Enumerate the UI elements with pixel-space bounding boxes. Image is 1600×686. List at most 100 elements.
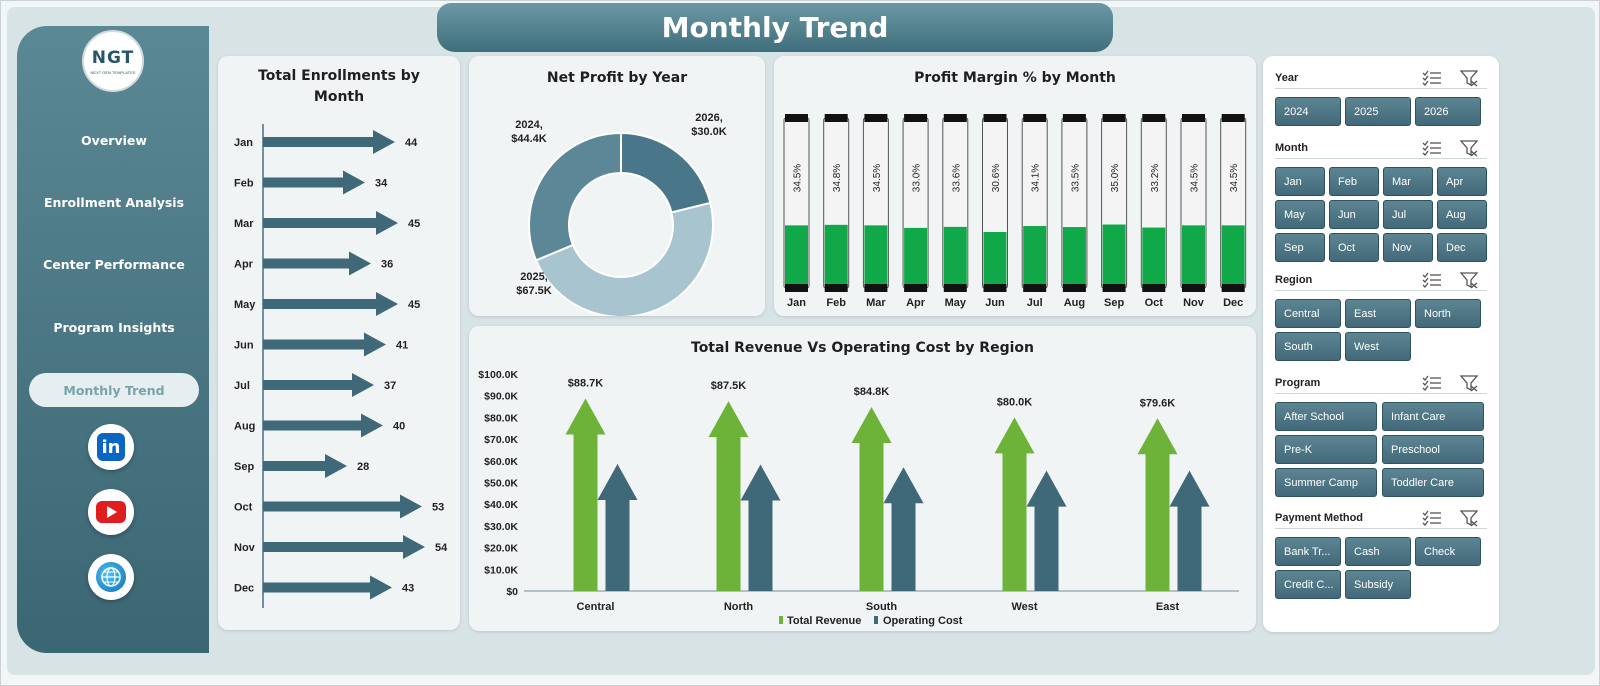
slicer-option-month[interactable]: Oct: [1329, 233, 1379, 262]
slicer-option-payment-method[interactable]: Check: [1415, 537, 1481, 566]
enrollment-value-label: 54: [435, 542, 448, 554]
slicer-option-program[interactable]: Pre-K: [1275, 435, 1377, 464]
nav-center-performance[interactable]: Center Performance: [43, 256, 185, 272]
slicer-option-program[interactable]: Toddler Care: [1382, 468, 1484, 497]
enrollment-value-label: 53: [432, 502, 444, 514]
slicer-option-payment-method[interactable]: Cash: [1345, 537, 1411, 566]
slicer-option-region[interactable]: North: [1415, 299, 1481, 328]
slicer-option-region[interactable]: South: [1275, 332, 1341, 361]
region-label: North: [724, 601, 754, 613]
margin-value-label: 33.6%: [951, 164, 962, 192]
slicer-option-month[interactable]: Jan: [1275, 167, 1325, 196]
youtube-button[interactable]: [88, 489, 134, 535]
revenue-ytick-label: $40.0K: [484, 499, 518, 511]
margin-tube-cap-top: [983, 114, 1007, 122]
margin-tube-cap-top: [824, 114, 848, 122]
multi-select-and-clear-filter-icon[interactable]: [1421, 374, 1481, 392]
slicer-option-month[interactable]: Mar: [1383, 167, 1433, 196]
multi-select-and-clear-filter-icon[interactable]: [1421, 509, 1481, 527]
enrollment-value-label: 28: [357, 461, 369, 473]
nav-program-insights[interactable]: Program Insights: [53, 319, 175, 335]
cost-arrow: [1026, 470, 1067, 591]
enrollment-month-label: Oct: [234, 502, 253, 514]
margin-value-label: 34.5%: [1229, 164, 1240, 192]
enrollment-bar: [263, 494, 422, 519]
revenue-value-label: $87.5K: [711, 380, 747, 392]
revenue-value-label: $80.0K: [997, 396, 1033, 408]
donut-label-year: 2025,: [520, 271, 548, 283]
slicer-option-program[interactable]: Summer Camp: [1275, 468, 1377, 497]
enrollment-month-label: Apr: [234, 259, 254, 271]
margin-tube-cap-bottom: [864, 284, 888, 292]
revenue-ytick-label: $90.0K: [484, 391, 518, 403]
multi-select-and-clear-filter-icon[interactable]: [1421, 139, 1481, 157]
enrollment-value-label: 41: [396, 340, 408, 352]
margin-tube-cap-bottom: [1182, 284, 1205, 292]
slicer-option-year[interactable]: 2026: [1415, 97, 1481, 126]
slicer-option-year[interactable]: 2024: [1275, 97, 1341, 126]
slicer-option-program[interactable]: Infant Care: [1382, 402, 1484, 431]
enrollment-bar: [263, 332, 386, 357]
revenue-ytick-label: $30.0K: [484, 521, 518, 533]
revenue-value-label: $79.6K: [1140, 397, 1176, 409]
linkedin-button[interactable]: in: [88, 424, 134, 470]
cost-arrow: [1169, 470, 1210, 591]
slicer-option-payment-method[interactable]: Credit C...: [1275, 570, 1341, 599]
slicer-option-month[interactable]: May: [1275, 200, 1325, 229]
slicer-option-month[interactable]: Sep: [1275, 233, 1325, 262]
revenue-arrow: [1137, 418, 1178, 591]
nav-monthly-trend[interactable]: Monthly Trend: [29, 373, 199, 407]
margin-tube-cap-bottom: [785, 284, 808, 292]
enrollments-title-line1: Total Enrollments by: [258, 68, 420, 84]
nav-overview[interactable]: Overview: [81, 132, 147, 148]
website-button[interactable]: [88, 554, 134, 600]
multi-select-and-clear-filter-icon[interactable]: [1421, 69, 1481, 87]
slicer-option-region[interactable]: Central: [1275, 299, 1341, 328]
slicer-option-program[interactable]: Preschool: [1382, 435, 1484, 464]
enrollment-bar: [263, 413, 383, 438]
region-label: South: [866, 601, 897, 613]
revenue-value-label: $84.8K: [854, 386, 890, 398]
slicer-option-payment-method[interactable]: Bank Tr...: [1275, 537, 1341, 566]
slicer-option-payment-method[interactable]: Subsidy: [1345, 570, 1411, 599]
slicer-option-month[interactable]: Feb: [1329, 167, 1379, 196]
revenue-ytick-label: $80.0K: [484, 412, 518, 424]
margin-tube-cap-top: [1182, 114, 1205, 122]
margin-bar: [824, 224, 848, 284]
slicer-option-month[interactable]: Jun: [1329, 200, 1379, 229]
margin-month-label: Feb: [826, 297, 846, 309]
margin-bar: [1062, 227, 1086, 284]
slicer-option-month[interactable]: Jul: [1383, 200, 1433, 229]
enrollment-month-label: Feb: [234, 178, 254, 190]
slicer-option-region[interactable]: West: [1345, 332, 1411, 361]
enrollments-chart: Jan 44 Feb 34 Mar 45 Apr 36 May 45 Jun 41 Jul 37 Aug 40…: [234, 124, 448, 608]
slicer-header-program: Program: [1275, 374, 1487, 394]
enrollment-month-label: Jun: [234, 340, 254, 352]
enrollment-value-label: 45: [408, 299, 420, 311]
margin-bar: [1102, 224, 1126, 284]
nav-enrollment-analysis[interactable]: Enrollment Analysis: [43, 194, 185, 210]
slicer-option-month[interactable]: Apr: [1437, 167, 1487, 196]
slicer-option-region[interactable]: East: [1345, 299, 1411, 328]
margin-bar: [1221, 225, 1245, 284]
donut-slice-2025: [534, 201, 714, 316]
multi-select-and-clear-filter-icon[interactable]: [1421, 271, 1481, 289]
enrollment-bar: [263, 373, 374, 397]
youtube-icon: [96, 501, 126, 523]
slicer-option-program[interactable]: After School: [1275, 402, 1377, 431]
revenue-cost-chart: $0 $10.0K $20.0K $30.0K $40.0K $50.0K $60.0K $7…: [478, 369, 1239, 627]
slicer-option-year[interactable]: 2025: [1345, 97, 1411, 126]
slicer-header-payment-method: Payment Method: [1275, 509, 1487, 529]
profit-margin-title: Profit Margin % by Month: [914, 70, 1116, 86]
slicer-title-payment-method: Payment Method: [1275, 512, 1364, 524]
legend-swatch-cost: [874, 616, 878, 624]
slicer-option-month[interactable]: Aug: [1437, 200, 1487, 229]
slicer-option-month[interactable]: Dec: [1437, 233, 1487, 262]
margin-tube-cap-bottom: [1062, 284, 1086, 292]
slicer-option-month[interactable]: Nov: [1383, 233, 1433, 262]
enrollment-bar: [263, 535, 425, 559]
donut-slice-2024: [528, 131, 622, 262]
cost-arrow: [597, 464, 638, 591]
margin-tube-cap-top: [943, 114, 967, 122]
